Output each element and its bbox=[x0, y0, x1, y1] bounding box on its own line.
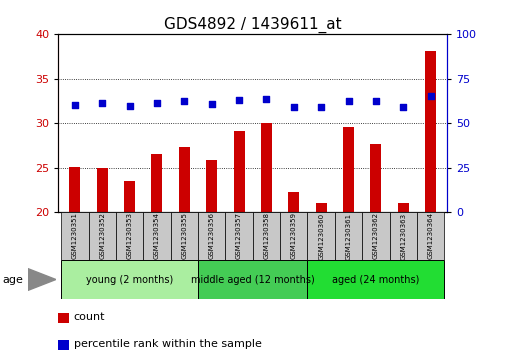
Text: GSM1230357: GSM1230357 bbox=[236, 212, 242, 260]
Bar bbox=[88, 212, 116, 260]
Bar bbox=[198, 260, 307, 299]
Point bbox=[344, 98, 353, 104]
Bar bbox=[390, 212, 417, 260]
Text: GSM1230358: GSM1230358 bbox=[264, 212, 269, 260]
Text: young (2 months): young (2 months) bbox=[86, 274, 173, 285]
Bar bbox=[280, 212, 307, 260]
Bar bbox=[61, 260, 198, 299]
Bar bbox=[343, 127, 354, 212]
Text: GSM1230359: GSM1230359 bbox=[291, 212, 297, 260]
Point bbox=[427, 93, 435, 99]
Text: GSM1230361: GSM1230361 bbox=[345, 212, 352, 260]
Bar bbox=[206, 160, 217, 212]
Bar bbox=[124, 181, 135, 212]
Bar bbox=[198, 212, 226, 260]
Text: GSM1230354: GSM1230354 bbox=[154, 212, 160, 260]
Bar bbox=[61, 212, 88, 260]
Text: GSM1230351: GSM1230351 bbox=[72, 212, 78, 260]
Point bbox=[262, 97, 270, 102]
Bar bbox=[97, 168, 108, 212]
Text: GSM1230353: GSM1230353 bbox=[126, 212, 133, 260]
Point bbox=[399, 103, 407, 109]
Text: GSM1230352: GSM1230352 bbox=[99, 212, 105, 260]
Bar bbox=[226, 212, 253, 260]
Point bbox=[235, 97, 243, 103]
Bar bbox=[425, 52, 436, 212]
Point bbox=[180, 98, 188, 104]
Bar bbox=[116, 212, 143, 260]
Text: percentile rank within the sample: percentile rank within the sample bbox=[74, 339, 262, 350]
Bar bbox=[143, 212, 171, 260]
Point bbox=[290, 103, 298, 109]
Text: age: age bbox=[3, 274, 23, 285]
Text: GSM1230362: GSM1230362 bbox=[373, 212, 379, 260]
Polygon shape bbox=[28, 269, 56, 290]
Bar bbox=[289, 192, 299, 212]
Bar bbox=[70, 167, 80, 212]
Bar bbox=[151, 154, 163, 212]
Text: GSM1230355: GSM1230355 bbox=[181, 212, 187, 260]
Point bbox=[372, 98, 380, 104]
Point bbox=[153, 100, 161, 106]
Bar bbox=[417, 212, 444, 260]
Text: middle aged (12 months): middle aged (12 months) bbox=[191, 274, 314, 285]
Bar bbox=[58, 340, 69, 350]
Title: GDS4892 / 1439611_at: GDS4892 / 1439611_at bbox=[164, 17, 341, 33]
Bar bbox=[58, 313, 69, 323]
Bar bbox=[315, 203, 327, 212]
Text: GSM1230356: GSM1230356 bbox=[209, 212, 215, 260]
Point bbox=[125, 103, 134, 109]
Text: aged (24 months): aged (24 months) bbox=[332, 274, 420, 285]
Bar bbox=[307, 260, 444, 299]
Bar bbox=[335, 212, 362, 260]
Bar bbox=[362, 212, 390, 260]
Point bbox=[317, 105, 325, 110]
Text: count: count bbox=[74, 313, 105, 322]
Point bbox=[71, 102, 79, 108]
Bar bbox=[234, 131, 244, 212]
Bar bbox=[261, 123, 272, 212]
Bar bbox=[370, 144, 382, 212]
Text: GSM1230363: GSM1230363 bbox=[400, 212, 406, 260]
Point bbox=[208, 101, 216, 107]
Bar bbox=[171, 212, 198, 260]
Bar bbox=[398, 203, 409, 212]
Text: GSM1230364: GSM1230364 bbox=[428, 212, 434, 260]
Bar bbox=[307, 212, 335, 260]
Bar bbox=[253, 212, 280, 260]
Bar bbox=[179, 147, 190, 212]
Text: GSM1230360: GSM1230360 bbox=[318, 212, 324, 260]
Point bbox=[98, 100, 106, 106]
